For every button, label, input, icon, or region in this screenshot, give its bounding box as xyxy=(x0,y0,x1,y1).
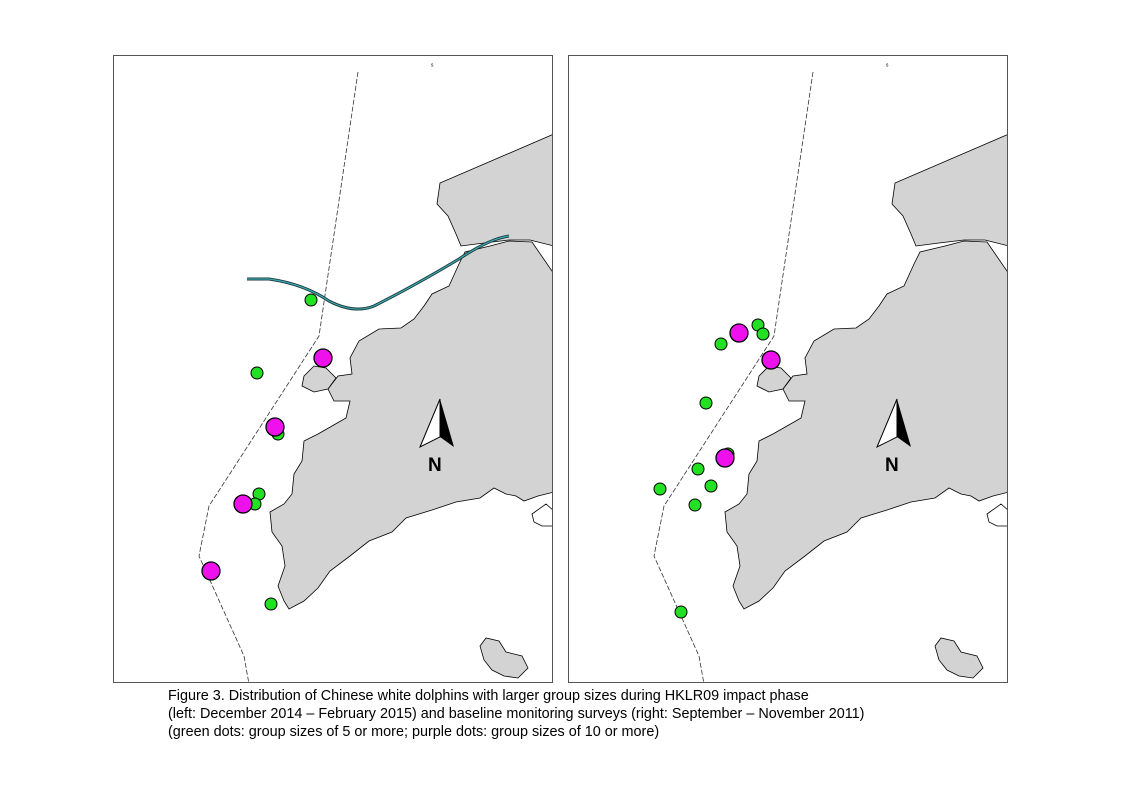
dolphin-green-dot xyxy=(691,462,705,476)
dolphin-green-dot xyxy=(264,597,278,611)
map-panel-right: ˢ N xyxy=(568,55,1008,683)
small-peninsula xyxy=(301,365,337,393)
north-arrow xyxy=(876,398,911,449)
inlet-lake xyxy=(531,503,552,527)
boundary-line xyxy=(198,71,359,682)
map-right-svg: ˢ N xyxy=(653,63,1007,682)
dolphin-green-dot xyxy=(756,327,770,341)
boundary-line xyxy=(653,71,814,682)
dolphin-green-dot xyxy=(714,337,728,351)
north-arrow xyxy=(419,398,454,449)
figure-caption: Figure 3. Distribution of Chinese white … xyxy=(168,687,1068,741)
map-panel-left: ˢ N xyxy=(113,55,553,683)
north-arrow-label: N xyxy=(885,455,899,476)
north-arrow-right-half xyxy=(897,399,911,447)
main-island xyxy=(269,240,552,610)
caption-line-2: (left: December 2014 – February 2015) an… xyxy=(168,706,865,722)
dolphin-green-dot xyxy=(704,479,718,493)
map-left-svg: ˢ N xyxy=(198,63,552,682)
dolphin-green-dot xyxy=(674,605,688,619)
dolphin-purple-dot xyxy=(715,448,735,468)
bridge-alignment-inner xyxy=(247,235,510,310)
map-tick-label: ˢ xyxy=(886,63,889,70)
dolphin-purple-dot xyxy=(313,348,333,368)
dolphin-purple-dot xyxy=(233,494,253,514)
dolphin-green-dot xyxy=(688,498,702,512)
dolphin-green-dot xyxy=(653,482,667,496)
caption-line-3: (green dots: group sizes of 5 or more; p… xyxy=(168,724,660,740)
inlet-lake xyxy=(986,503,1007,527)
main-island xyxy=(724,240,1007,610)
map-tick-label: ˢ xyxy=(431,63,434,70)
dolphin-purple-dot xyxy=(729,323,749,343)
southern-islet xyxy=(934,637,984,679)
north-arrow-right-half xyxy=(440,399,454,447)
dolphin-purple-dot xyxy=(761,350,781,370)
dolphin-green-dot xyxy=(304,293,318,307)
dolphin-green-dot xyxy=(250,366,264,380)
northern-landmass xyxy=(891,134,1007,247)
dolphin-purple-dot xyxy=(201,561,221,581)
southern-islet xyxy=(479,637,529,679)
caption-line-1: Figure 3. Distribution of Chinese white … xyxy=(168,688,809,704)
north-arrow-label: N xyxy=(428,455,442,476)
dolphin-purple-dot xyxy=(265,417,285,437)
northern-landmass xyxy=(436,134,552,247)
dolphin-green-dot xyxy=(699,396,713,410)
